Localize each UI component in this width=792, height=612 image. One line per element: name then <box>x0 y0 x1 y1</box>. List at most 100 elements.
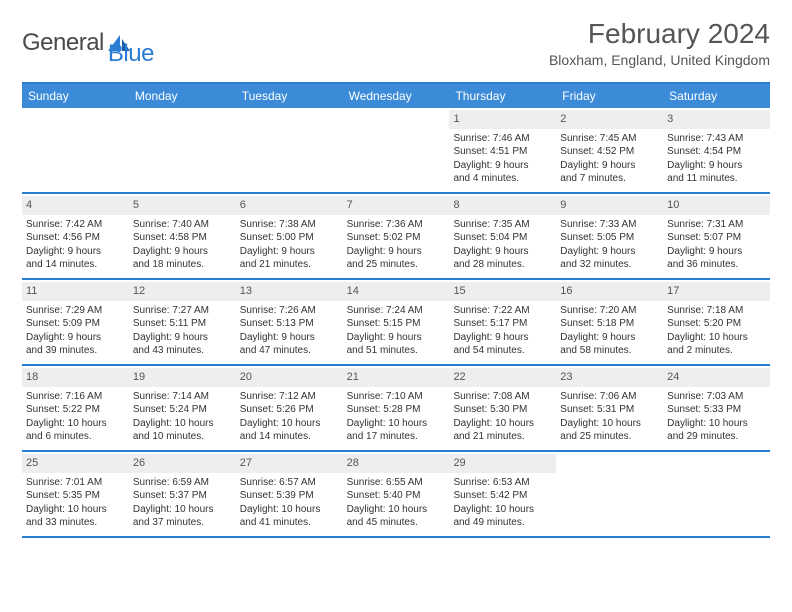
day-sunrise: Sunrise: 7:35 AM <box>453 218 552 232</box>
day-daylight1: Daylight: 9 hours <box>133 245 232 259</box>
day-number: 21 <box>343 368 450 387</box>
day-number: 19 <box>129 368 236 387</box>
day-cell: 18Sunrise: 7:16 AMSunset: 5:22 PMDayligh… <box>22 366 129 450</box>
day-cell: 27Sunrise: 6:57 AMSunset: 5:39 PMDayligh… <box>236 452 343 536</box>
day-number: 15 <box>449 282 556 301</box>
day-daylight1: Daylight: 9 hours <box>453 245 552 259</box>
day-cell <box>663 452 770 536</box>
day-daylight2: and 18 minutes. <box>133 258 232 272</box>
day-daylight1: Daylight: 10 hours <box>667 331 766 345</box>
day-daylight2: and 17 minutes. <box>347 430 446 444</box>
day-daylight2: and 29 minutes. <box>667 430 766 444</box>
day-sunset: Sunset: 5:02 PM <box>347 231 446 245</box>
day-daylight1: Daylight: 9 hours <box>26 245 125 259</box>
day-sunrise: Sunrise: 7:18 AM <box>667 304 766 318</box>
day-daylight1: Daylight: 9 hours <box>453 159 552 173</box>
month-title: February 2024 <box>549 18 770 50</box>
logo-text-blue: Blue <box>108 40 154 67</box>
day-number: 10 <box>663 196 770 215</box>
day-sunrise: Sunrise: 7:12 AM <box>240 390 339 404</box>
week-row: 11Sunrise: 7:29 AMSunset: 5:09 PMDayligh… <box>22 280 770 366</box>
day-daylight2: and 39 minutes. <box>26 344 125 358</box>
day-number: 28 <box>343 454 450 473</box>
day-daylight2: and 21 minutes. <box>453 430 552 444</box>
day-daylight2: and 7 minutes. <box>560 172 659 186</box>
day-number: 7 <box>343 196 450 215</box>
day-daylight2: and 6 minutes. <box>26 430 125 444</box>
week-row: 25Sunrise: 7:01 AMSunset: 5:35 PMDayligh… <box>22 452 770 538</box>
day-daylight2: and 4 minutes. <box>453 172 552 186</box>
header: General Blue February 2024 Bloxham, Engl… <box>22 18 770 68</box>
day-daylight1: Daylight: 9 hours <box>560 331 659 345</box>
day-daylight1: Daylight: 10 hours <box>240 503 339 517</box>
day-sunrise: Sunrise: 6:59 AM <box>133 476 232 490</box>
day-sunrise: Sunrise: 7:40 AM <box>133 218 232 232</box>
day-daylight1: Daylight: 10 hours <box>453 417 552 431</box>
day-number: 22 <box>449 368 556 387</box>
day-cell: 11Sunrise: 7:29 AMSunset: 5:09 PMDayligh… <box>22 280 129 364</box>
day-sunrise: Sunrise: 7:14 AM <box>133 390 232 404</box>
day-cell: 17Sunrise: 7:18 AMSunset: 5:20 PMDayligh… <box>663 280 770 364</box>
day-sunrise: Sunrise: 7:29 AM <box>26 304 125 318</box>
day-sunrise: Sunrise: 7:06 AM <box>560 390 659 404</box>
day-cell <box>343 108 450 192</box>
day-cell: 8Sunrise: 7:35 AMSunset: 5:04 PMDaylight… <box>449 194 556 278</box>
day-sunrise: Sunrise: 7:01 AM <box>26 476 125 490</box>
day-sunset: Sunset: 4:58 PM <box>133 231 232 245</box>
day-daylight1: Daylight: 10 hours <box>347 417 446 431</box>
day-sunrise: Sunrise: 7:46 AM <box>453 132 552 146</box>
day-daylight1: Daylight: 9 hours <box>560 245 659 259</box>
day-number: 13 <box>236 282 343 301</box>
day-sunset: Sunset: 5:40 PM <box>347 489 446 503</box>
day-cell: 22Sunrise: 7:08 AMSunset: 5:30 PMDayligh… <box>449 366 556 450</box>
day-cell: 2Sunrise: 7:45 AMSunset: 4:52 PMDaylight… <box>556 108 663 192</box>
day-sunrise: Sunrise: 6:55 AM <box>347 476 446 490</box>
day-number <box>343 110 450 129</box>
day-sunrise: Sunrise: 7:10 AM <box>347 390 446 404</box>
day-cell: 28Sunrise: 6:55 AMSunset: 5:40 PMDayligh… <box>343 452 450 536</box>
day-daylight1: Daylight: 9 hours <box>667 245 766 259</box>
day-sunset: Sunset: 5:33 PM <box>667 403 766 417</box>
day-number: 29 <box>449 454 556 473</box>
day-header-row: SundayMondayTuesdayWednesdayThursdayFrid… <box>22 84 770 108</box>
day-sunrise: Sunrise: 7:03 AM <box>667 390 766 404</box>
day-sunrise: Sunrise: 7:22 AM <box>453 304 552 318</box>
day-number: 27 <box>236 454 343 473</box>
day-sunrise: Sunrise: 7:20 AM <box>560 304 659 318</box>
day-daylight1: Daylight: 10 hours <box>667 417 766 431</box>
day-sunset: Sunset: 5:22 PM <box>26 403 125 417</box>
day-daylight2: and 54 minutes. <box>453 344 552 358</box>
day-sunset: Sunset: 4:52 PM <box>560 145 659 159</box>
day-header: Sunday <box>22 84 129 108</box>
day-number: 25 <box>22 454 129 473</box>
day-sunrise: Sunrise: 7:38 AM <box>240 218 339 232</box>
day-cell: 20Sunrise: 7:12 AMSunset: 5:26 PMDayligh… <box>236 366 343 450</box>
day-daylight1: Daylight: 9 hours <box>347 245 446 259</box>
day-daylight2: and 58 minutes. <box>560 344 659 358</box>
day-daylight2: and 11 minutes. <box>667 172 766 186</box>
day-daylight1: Daylight: 9 hours <box>560 159 659 173</box>
day-daylight2: and 14 minutes. <box>26 258 125 272</box>
day-sunset: Sunset: 5:18 PM <box>560 317 659 331</box>
day-sunrise: Sunrise: 7:33 AM <box>560 218 659 232</box>
day-daylight2: and 32 minutes. <box>560 258 659 272</box>
day-cell: 9Sunrise: 7:33 AMSunset: 5:05 PMDaylight… <box>556 194 663 278</box>
day-number: 5 <box>129 196 236 215</box>
day-sunset: Sunset: 5:13 PM <box>240 317 339 331</box>
day-header: Wednesday <box>343 84 450 108</box>
day-header: Friday <box>556 84 663 108</box>
day-number: 23 <box>556 368 663 387</box>
day-sunset: Sunset: 5:20 PM <box>667 317 766 331</box>
day-daylight2: and 49 minutes. <box>453 516 552 530</box>
day-sunrise: Sunrise: 7:16 AM <box>26 390 125 404</box>
day-sunset: Sunset: 5:11 PM <box>133 317 232 331</box>
day-daylight1: Daylight: 10 hours <box>453 503 552 517</box>
day-daylight1: Daylight: 10 hours <box>26 417 125 431</box>
day-sunset: Sunset: 5:31 PM <box>560 403 659 417</box>
day-cell: 16Sunrise: 7:20 AMSunset: 5:18 PMDayligh… <box>556 280 663 364</box>
day-sunset: Sunset: 5:24 PM <box>133 403 232 417</box>
day-daylight2: and 25 minutes. <box>560 430 659 444</box>
day-sunrise: Sunrise: 7:26 AM <box>240 304 339 318</box>
day-cell <box>129 108 236 192</box>
day-sunrise: Sunrise: 7:24 AM <box>347 304 446 318</box>
